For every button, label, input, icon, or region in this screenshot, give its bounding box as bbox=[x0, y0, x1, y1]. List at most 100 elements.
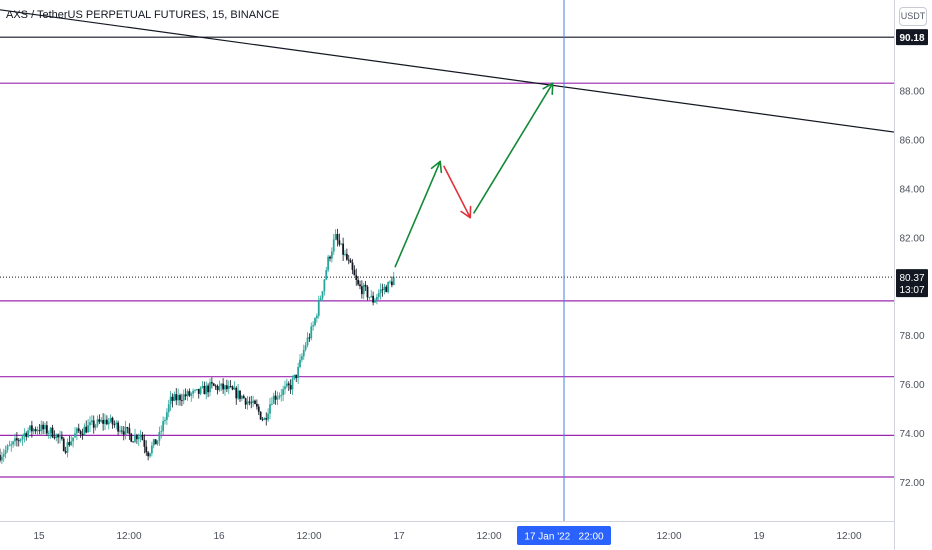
candle bbox=[332, 233, 335, 255]
candle bbox=[299, 354, 301, 369]
candle bbox=[164, 417, 166, 425]
projection-up-arrow-1 bbox=[394, 160, 443, 268]
candle bbox=[364, 280, 367, 292]
candle bbox=[72, 437, 75, 448]
candle bbox=[289, 379, 292, 394]
candle bbox=[45, 421, 48, 436]
x-tick-label: 16 bbox=[213, 531, 225, 542]
candle bbox=[248, 396, 251, 406]
candle bbox=[119, 425, 121, 434]
candle bbox=[186, 389, 189, 401]
candle bbox=[383, 283, 386, 295]
candle bbox=[246, 395, 249, 410]
candle bbox=[134, 428, 136, 444]
candle bbox=[199, 386, 202, 396]
candle bbox=[79, 429, 82, 438]
candle bbox=[30, 420, 33, 438]
candle bbox=[74, 427, 76, 438]
svg-text:90.18: 90.18 bbox=[899, 33, 924, 44]
candle bbox=[327, 254, 330, 273]
candle bbox=[141, 431, 144, 441]
horizontal-line-price-label: 90.18 bbox=[896, 29, 928, 46]
candle bbox=[390, 276, 393, 288]
candle bbox=[203, 381, 206, 395]
candle bbox=[132, 441, 135, 443]
x-tick-label: 19 bbox=[753, 531, 765, 542]
candle bbox=[287, 381, 290, 392]
candle bbox=[89, 416, 91, 432]
candle bbox=[387, 281, 390, 294]
candle bbox=[355, 268, 358, 286]
currency-button[interactable]: USDT bbox=[899, 7, 927, 26]
candle bbox=[229, 380, 232, 388]
candle bbox=[325, 266, 328, 281]
candle bbox=[94, 423, 97, 431]
candle bbox=[115, 420, 118, 430]
x-tick-label: 15 bbox=[33, 531, 45, 542]
candle bbox=[53, 430, 56, 440]
candle bbox=[70, 435, 73, 446]
candle bbox=[102, 413, 105, 431]
candle bbox=[44, 422, 46, 435]
candle bbox=[362, 282, 365, 300]
x-tick-label: 12:00 bbox=[296, 531, 321, 542]
candle bbox=[385, 284, 388, 293]
candle bbox=[317, 295, 320, 319]
x-tick-label: 12:00 bbox=[116, 531, 141, 542]
candle bbox=[29, 425, 31, 433]
candle bbox=[36, 426, 39, 436]
candle bbox=[197, 388, 200, 399]
candle bbox=[68, 435, 71, 447]
candle bbox=[270, 397, 273, 406]
candle bbox=[126, 426, 129, 434]
y-tick-label: 72.00 bbox=[899, 478, 924, 489]
candle bbox=[175, 388, 178, 406]
svg-text:17 Jan '22 22:00: 17 Jan '22 22:00 bbox=[524, 532, 604, 543]
candle bbox=[278, 392, 281, 400]
symbol-title: AXS / TetherUS PERPETUAL FUTURES, 15, BI… bbox=[6, 9, 280, 21]
candle bbox=[169, 390, 172, 411]
candle bbox=[0, 448, 1, 463]
candle bbox=[195, 388, 198, 391]
candle bbox=[265, 412, 268, 426]
candle bbox=[4, 445, 7, 459]
last-price-value: 80.37 bbox=[899, 273, 924, 284]
y-tick-label: 88.00 bbox=[899, 87, 924, 98]
candle bbox=[130, 432, 133, 443]
candle bbox=[212, 382, 215, 387]
candle bbox=[379, 283, 382, 300]
candle bbox=[252, 395, 255, 408]
candle bbox=[122, 425, 125, 441]
candle bbox=[360, 280, 363, 299]
candle bbox=[224, 384, 226, 396]
candle bbox=[75, 427, 78, 441]
candle bbox=[269, 397, 271, 420]
candle bbox=[240, 394, 243, 402]
candle bbox=[10, 441, 13, 452]
trend-line bbox=[0, 9, 895, 133]
candle bbox=[113, 420, 116, 428]
candle bbox=[375, 293, 378, 305]
candle bbox=[218, 380, 221, 392]
candle bbox=[353, 265, 356, 276]
candle bbox=[62, 437, 65, 452]
candle bbox=[342, 237, 345, 261]
candle bbox=[282, 385, 285, 401]
candle bbox=[338, 233, 341, 247]
candle bbox=[83, 423, 86, 436]
candle bbox=[190, 392, 193, 402]
candle bbox=[34, 426, 37, 435]
candle bbox=[32, 427, 35, 435]
candle bbox=[349, 258, 352, 263]
candle bbox=[231, 385, 234, 391]
candle bbox=[295, 374, 298, 383]
candle bbox=[135, 433, 138, 444]
candle bbox=[152, 438, 155, 449]
y-tick-label: 86.00 bbox=[899, 135, 924, 146]
candles bbox=[0, 228, 395, 465]
candle bbox=[81, 428, 84, 440]
candle bbox=[165, 408, 168, 425]
projection-arrows bbox=[394, 82, 554, 268]
